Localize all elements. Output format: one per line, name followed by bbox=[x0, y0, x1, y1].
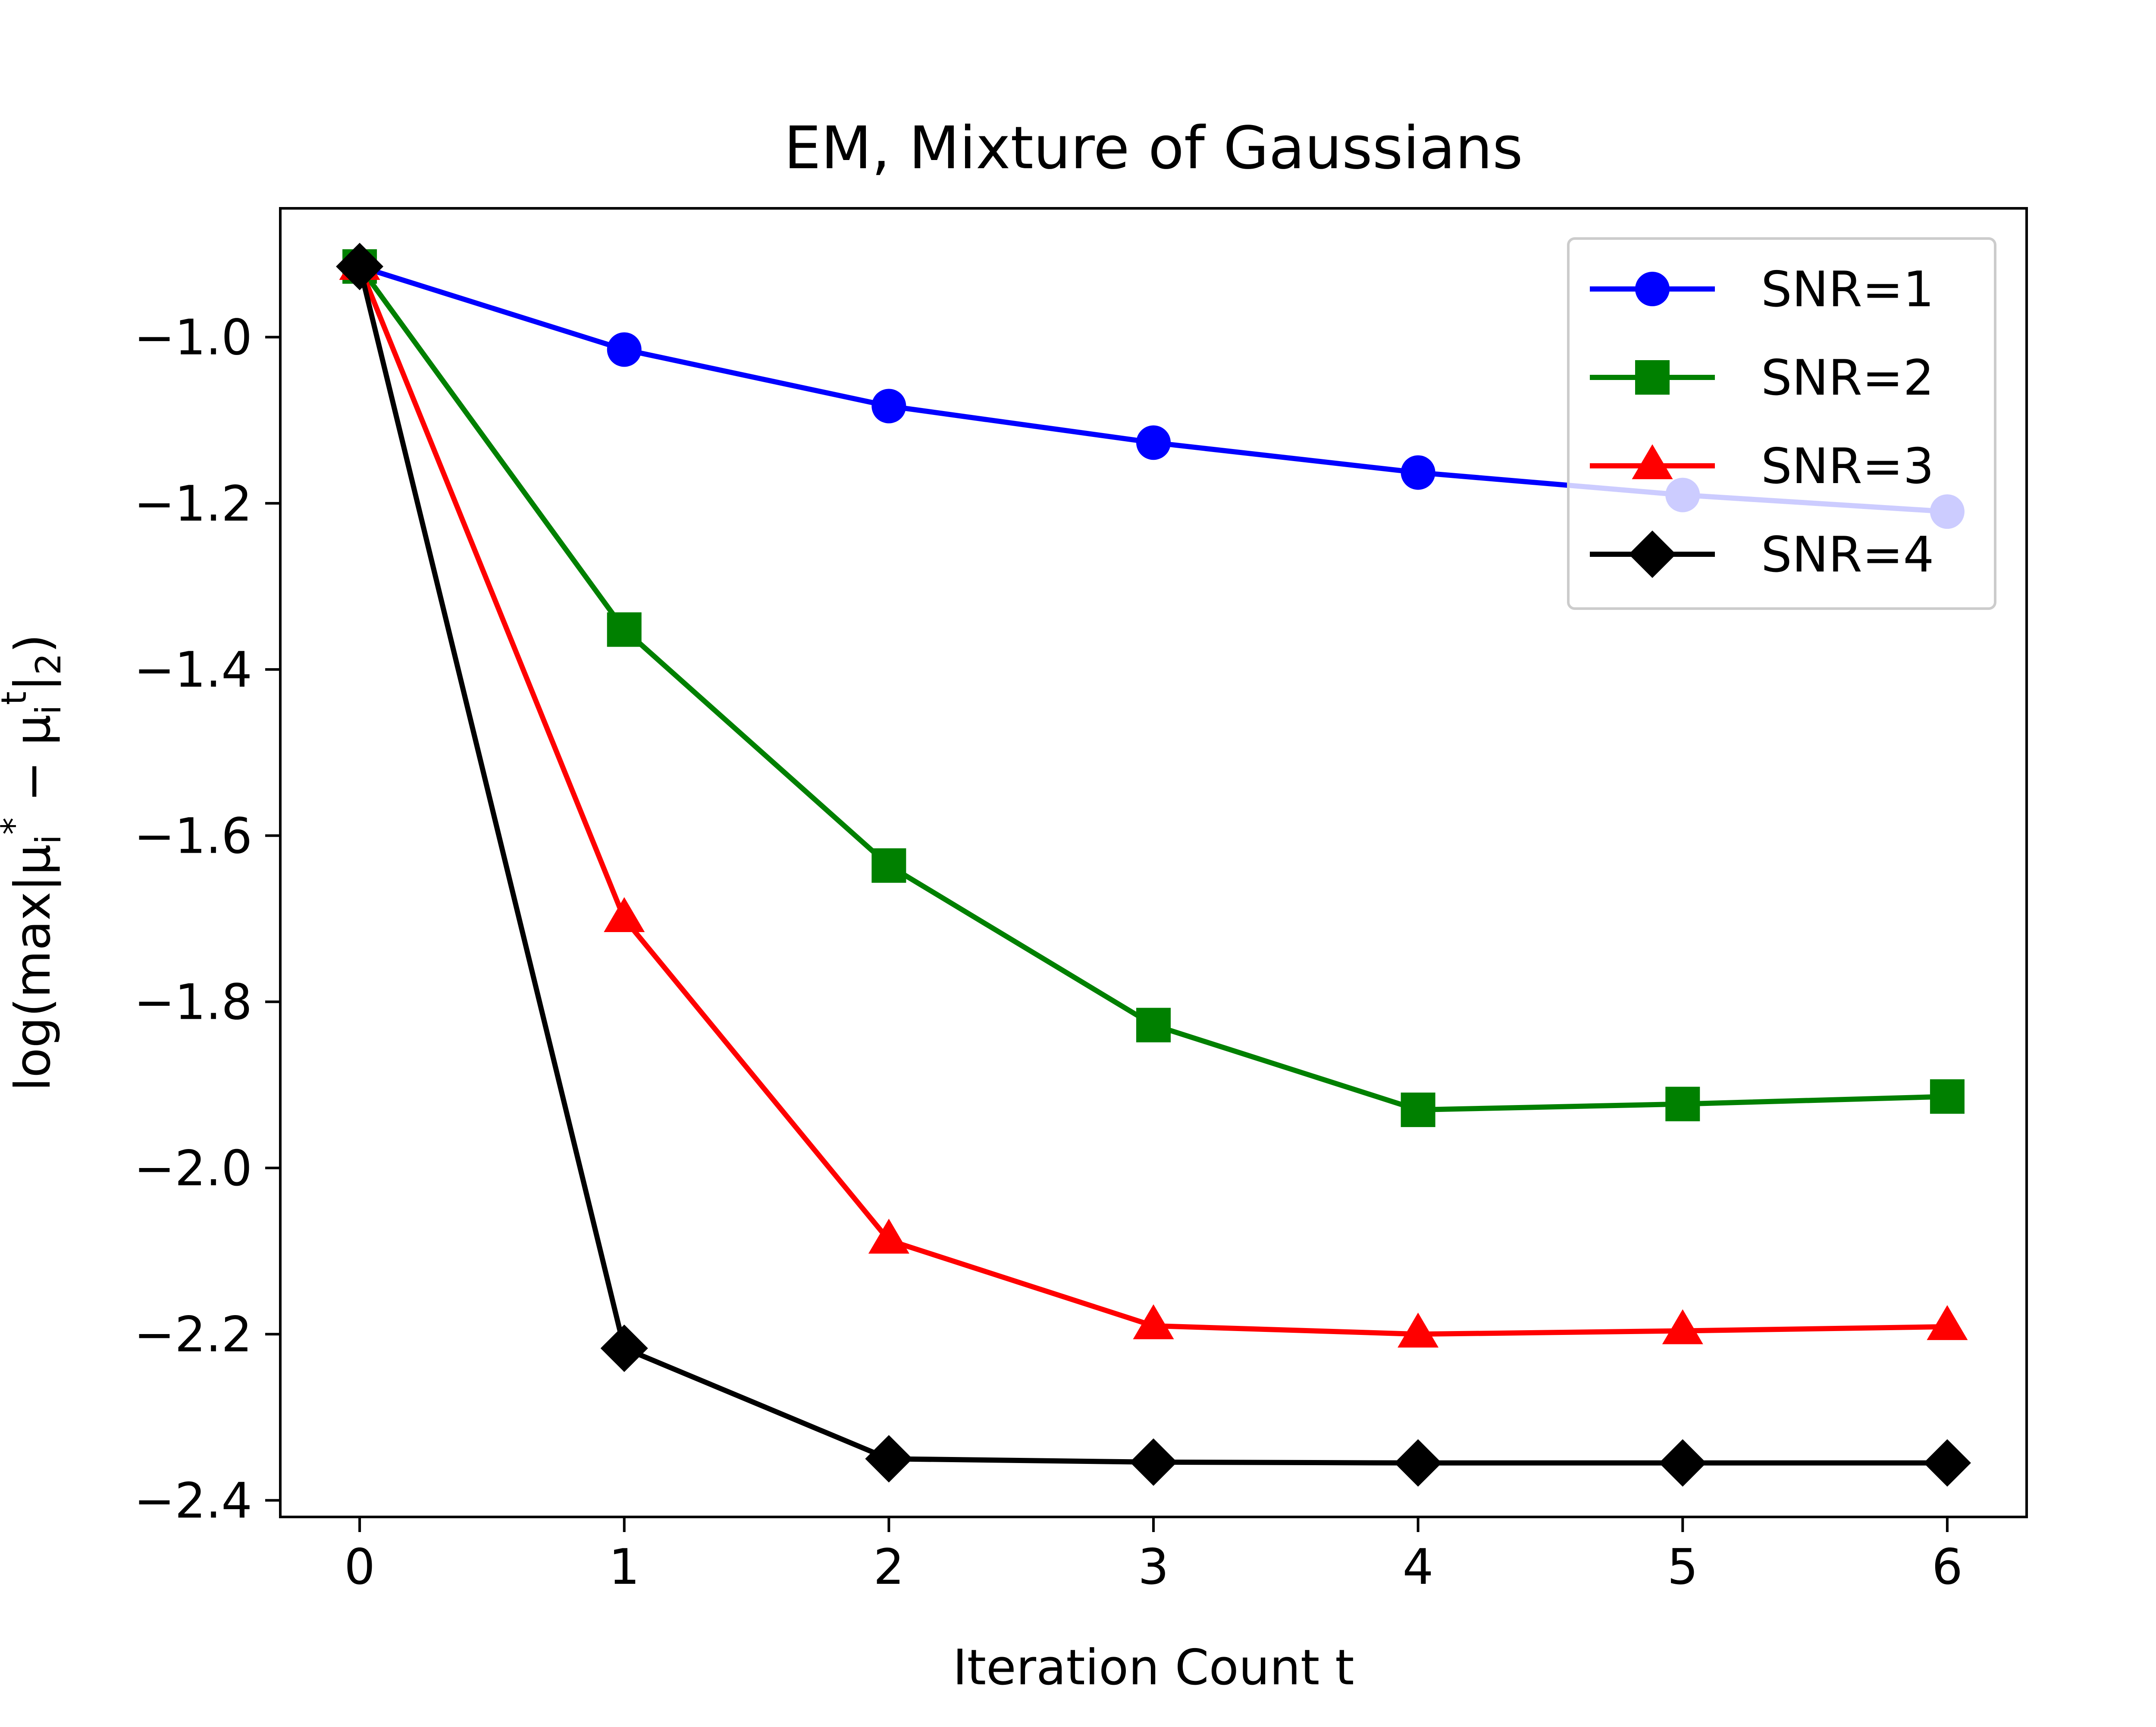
y-axis-label: log(max|μi* − μit|2) bbox=[0, 634, 69, 1091]
x-tick-label: 0 bbox=[344, 1539, 375, 1595]
x-tick-label: 4 bbox=[1403, 1539, 1434, 1595]
y-tick-label: −2.4 bbox=[134, 1472, 252, 1529]
data-point-snr2-t3 bbox=[1136, 1008, 1171, 1042]
y-tick-label: −1.6 bbox=[134, 807, 252, 864]
data-point-snr4-t0 bbox=[336, 242, 384, 290]
y-label-sub-i: i bbox=[28, 705, 69, 715]
y-label-sup-t: t bbox=[0, 691, 34, 705]
legend-item-snr1: SNR=1 bbox=[1590, 261, 1934, 318]
y-tick-label: −2.0 bbox=[134, 1140, 252, 1197]
x-tick-label: 3 bbox=[1138, 1539, 1169, 1595]
legend: SNR=1 SNR=2 SNR=3 SNR=4 bbox=[1567, 237, 1996, 610]
y-tick-label: −2.2 bbox=[134, 1306, 252, 1363]
data-point-snr3-t2 bbox=[868, 1218, 909, 1254]
y-tick-label: −1.8 bbox=[134, 974, 252, 1031]
legend-label: SNR=3 bbox=[1761, 438, 1934, 495]
legend-label: SNR=4 bbox=[1761, 526, 1934, 583]
legend-item-snr2: SNR=2 bbox=[1590, 349, 1934, 406]
data-point-snr1-t3 bbox=[1136, 425, 1171, 460]
data-point-snr2-t5 bbox=[1665, 1086, 1700, 1121]
y-label-close: ) bbox=[4, 634, 61, 653]
y-label-sub-2: 2 bbox=[28, 653, 69, 675]
y-tick-label: −1.2 bbox=[134, 475, 252, 532]
x-tick-label: 1 bbox=[609, 1539, 640, 1595]
legend-item-snr4: SNR=4 bbox=[1590, 526, 1934, 583]
x-axis-label: Iteration Count t bbox=[953, 1639, 1354, 1696]
data-point-snr2-t4 bbox=[1401, 1093, 1435, 1127]
legend-item-snr3: SNR=3 bbox=[1590, 438, 1934, 495]
y-label-minus-mu: − μ bbox=[4, 715, 61, 817]
legend-label: SNR=1 bbox=[1761, 261, 1934, 318]
x-tick-label: 5 bbox=[1667, 1539, 1698, 1595]
data-point-snr3-t6 bbox=[1927, 1305, 1968, 1340]
data-point-snr1-t4 bbox=[1401, 455, 1435, 490]
legend-marker bbox=[1635, 360, 1670, 395]
x-tick-label: 2 bbox=[873, 1539, 904, 1595]
legend-box bbox=[1567, 237, 1996, 610]
data-point-snr4-t4 bbox=[1394, 1439, 1442, 1487]
y-tick-label: −1.4 bbox=[134, 641, 252, 698]
y-label-bar: | bbox=[4, 675, 61, 691]
data-point-snr2-t6 bbox=[1930, 1079, 1965, 1114]
data-point-snr4-t3 bbox=[1130, 1438, 1177, 1486]
y-tick-label: −1.0 bbox=[134, 309, 252, 366]
legend-marker bbox=[1632, 444, 1673, 479]
data-point-snr3-t1 bbox=[604, 897, 645, 933]
y-label-sub-i: i bbox=[28, 835, 69, 844]
data-point-snr1-t1 bbox=[607, 332, 642, 367]
y-label-sup-star: * bbox=[0, 817, 34, 835]
legend-label: SNR=2 bbox=[1761, 349, 1934, 406]
data-point-snr4-t2 bbox=[865, 1435, 913, 1483]
chart-title: EM, Mixture of Gaussians bbox=[784, 114, 1523, 182]
data-point-snr2-t2 bbox=[871, 848, 906, 883]
data-point-snr3-t4 bbox=[1398, 1313, 1439, 1348]
legend-marker bbox=[1629, 531, 1676, 578]
data-point-snr4-t5 bbox=[1659, 1439, 1707, 1487]
data-point-snr1-t2 bbox=[871, 389, 906, 424]
data-point-snr4-t6 bbox=[1923, 1439, 1971, 1487]
x-tick-label: 6 bbox=[1932, 1539, 1963, 1595]
data-point-snr3-t3 bbox=[1133, 1304, 1174, 1339]
legend-marker bbox=[1635, 272, 1670, 306]
series-4 bbox=[336, 242, 1971, 1487]
y-label-prefix: log(max|μ bbox=[4, 844, 61, 1091]
data-point-snr4-t1 bbox=[600, 1324, 648, 1372]
data-point-snr2-t1 bbox=[607, 612, 642, 647]
data-point-snr3-t5 bbox=[1662, 1309, 1703, 1344]
